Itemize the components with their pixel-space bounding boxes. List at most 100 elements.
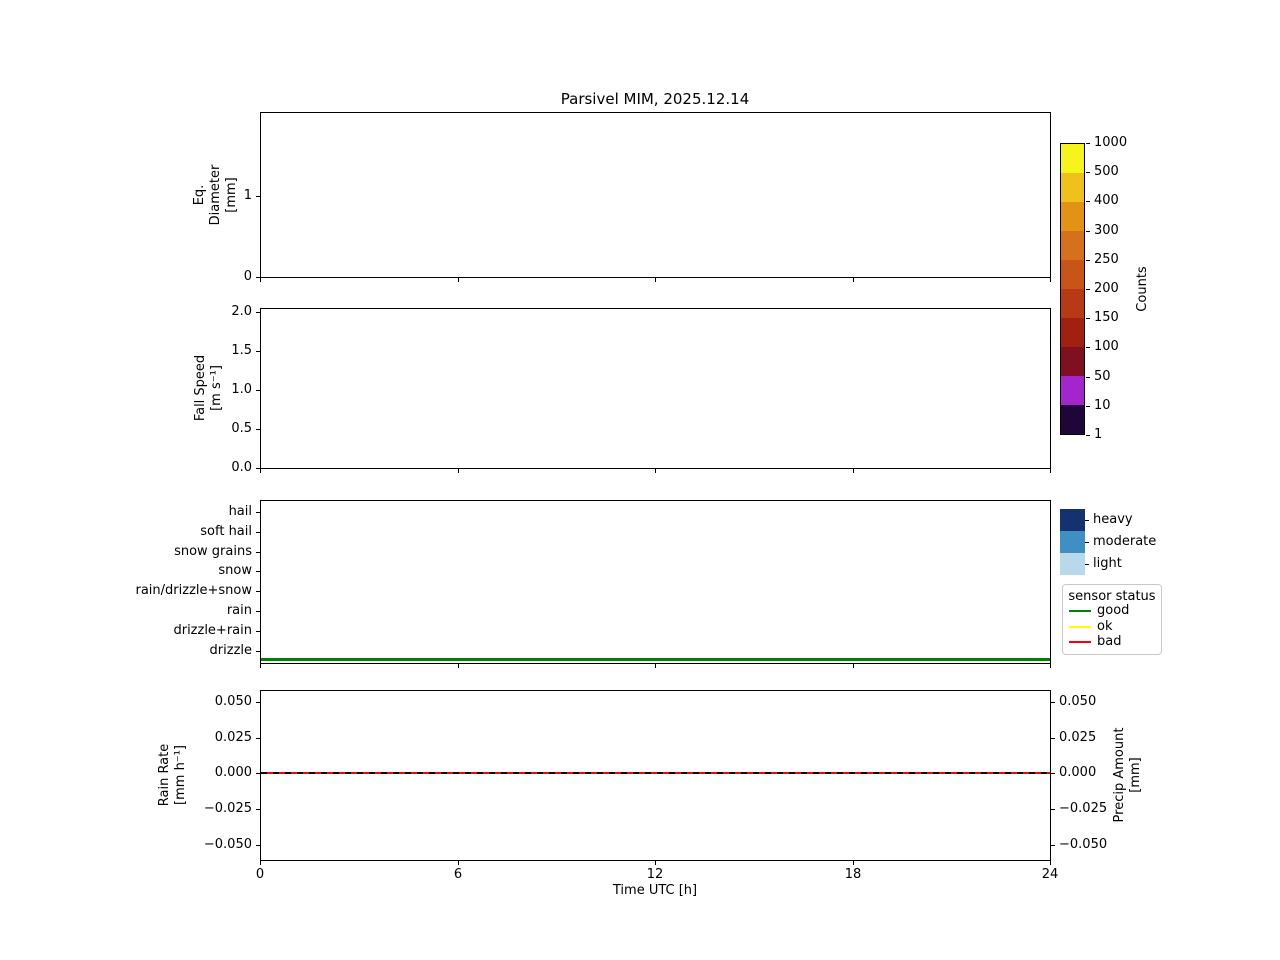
ytick-label: hail [228, 504, 252, 519]
ytick-label: 0.025 [1059, 730, 1097, 745]
tick-mark [458, 861, 459, 865]
colorbar-tick-label: 1000 [1094, 135, 1128, 150]
ytick-label: snow grains [174, 544, 252, 559]
tick-mark [1050, 469, 1051, 473]
tick-mark [256, 196, 260, 197]
xtick-label: 12 [646, 867, 664, 882]
chart-title: Parsivel MIM, 2025.12.14 [560, 90, 750, 108]
tick-mark [256, 773, 260, 774]
colorbar-tick-label: 400 [1094, 193, 1119, 208]
tick-mark [1086, 260, 1090, 261]
tick-mark [1086, 406, 1090, 407]
tick-mark [1085, 564, 1089, 565]
legend-line-good [1069, 610, 1091, 612]
sensor-status-line [261, 658, 1050, 661]
tick-mark [1086, 143, 1090, 144]
colorbar-segment [1061, 289, 1084, 318]
precip-amount-line [261, 772, 1050, 774]
tick-mark [256, 277, 260, 278]
ytick-label: 1.5 [231, 343, 252, 358]
intensity-swatch-moderate [1060, 531, 1085, 553]
tick-mark [256, 512, 260, 513]
tick-mark [1051, 845, 1055, 846]
tick-mark [256, 809, 260, 810]
panel-rain-rate [260, 690, 1051, 861]
colorbar-tick-label: 200 [1094, 281, 1119, 296]
sensor-legend-title: sensor status [1068, 589, 1156, 604]
tick-mark [1086, 377, 1090, 378]
colorbar-segment [1061, 405, 1084, 434]
tick-mark [655, 278, 656, 282]
colorbar-segment [1061, 173, 1084, 202]
tick-mark [256, 552, 260, 553]
tick-mark [853, 278, 854, 282]
tick-mark [1051, 702, 1055, 703]
tick-mark [655, 861, 656, 865]
ytick-label: rain/drizzle+snow [135, 583, 253, 598]
panel-eq-diameter [260, 112, 1051, 278]
colorbar-segment [1061, 376, 1084, 405]
colorbar-segment [1061, 347, 1084, 376]
tick-mark [256, 351, 260, 352]
xaxis-label: Time UTC [h] [612, 883, 698, 898]
intensity-swatch-heavy [1060, 509, 1085, 531]
ytick-label: 0.5 [231, 421, 252, 436]
tick-mark [256, 591, 260, 592]
colorbar-tick-label: 50 [1094, 369, 1111, 384]
legend-label-good: good [1097, 603, 1130, 618]
intensity-legend [1060, 509, 1085, 575]
colorbar-tick-label: 500 [1094, 164, 1119, 179]
panel-weather-code [260, 500, 1051, 664]
tick-mark [260, 664, 261, 668]
colorbar-segment [1061, 260, 1084, 289]
tick-mark [655, 664, 656, 668]
tick-mark [1050, 664, 1051, 668]
sensor-status-legend: sensor status good ok bad [1062, 584, 1162, 655]
ytick-label: rain [226, 603, 252, 618]
tick-mark [1051, 773, 1055, 774]
tick-mark [1085, 520, 1089, 521]
ytick-label: 2.0 [231, 304, 252, 319]
tick-mark [1051, 738, 1055, 739]
tick-mark [1086, 172, 1090, 173]
xtick-label: 0 [255, 867, 265, 882]
colorbar [1060, 143, 1085, 435]
ytick-label: drizzle+rain [173, 623, 252, 638]
tick-mark [256, 571, 260, 572]
ytick-label: −0.050 [203, 837, 252, 852]
intensity-legend-label: light [1093, 556, 1122, 571]
ytick-label: −0.025 [1059, 801, 1108, 816]
tick-mark [458, 664, 459, 668]
ytick-label: 0.025 [214, 730, 252, 745]
ytick-label: 0.000 [1059, 765, 1097, 780]
tick-mark [256, 631, 260, 632]
ytick-label: −0.050 [1059, 837, 1108, 852]
tick-mark [256, 532, 260, 533]
xtick-label: 6 [453, 867, 463, 882]
tick-mark [1086, 347, 1090, 348]
tick-mark [256, 738, 260, 739]
ytick-label: 0 [243, 269, 252, 284]
ytick-label: 1 [243, 188, 252, 203]
ytick-label: drizzle [209, 643, 252, 658]
ytick-label: 0.0 [231, 460, 252, 475]
tick-mark [256, 390, 260, 391]
tick-mark [256, 312, 260, 313]
ylabel-rain-rate: Rain Rate [mm h⁻¹] [157, 743, 188, 807]
ytick-label: 0.000 [214, 765, 252, 780]
tick-mark [260, 469, 261, 473]
tick-mark [256, 845, 260, 846]
ytick-label: −0.025 [203, 801, 252, 816]
colorbar-segment [1061, 202, 1084, 231]
tick-mark [655, 469, 656, 473]
tick-mark [260, 861, 261, 865]
xtick-label: 24 [1041, 867, 1059, 882]
tick-mark [1086, 318, 1090, 319]
colorbar-tick-label: 10 [1094, 398, 1111, 413]
tick-mark [1086, 289, 1090, 290]
tick-mark [256, 429, 260, 430]
xtick-label: 18 [844, 867, 862, 882]
tick-mark [1050, 278, 1051, 282]
colorbar-tick-label: 1 [1094, 427, 1103, 442]
